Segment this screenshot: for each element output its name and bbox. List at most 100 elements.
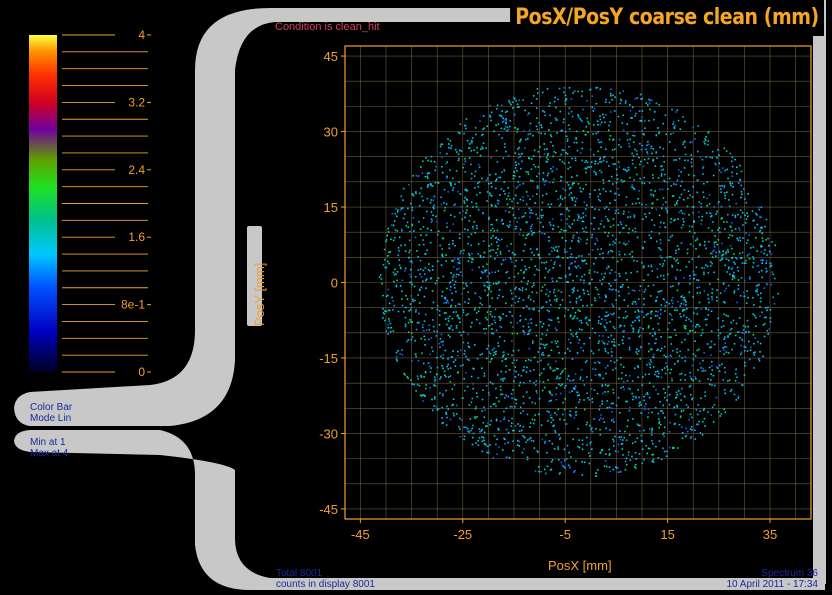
hit-point [510,321,512,324]
hit-point [645,102,647,104]
hit-point [548,310,550,313]
hit-point [736,301,738,304]
hit-point [582,212,585,215]
hit-point [610,348,613,350]
hit-point [617,224,619,226]
hit-point [743,291,745,294]
hit-point [602,342,605,344]
hit-point [598,208,600,211]
date-label: 10 April 2011 - 17:34 [726,579,818,590]
hit-point [617,471,620,473]
hit-point [482,389,484,391]
hit-point [657,247,660,249]
hit-point [527,113,529,116]
hit-point [648,382,651,384]
hit-point [494,321,497,324]
hit-point [499,176,501,179]
hit-point [513,171,515,173]
hit-point [450,325,452,327]
hit-point [643,395,645,398]
hit-point [652,194,655,196]
hit-point [440,376,442,378]
hit-point [615,299,617,301]
grid-lines [345,46,811,519]
hit-point [450,286,452,288]
hit-point [486,425,488,427]
hit-point [650,145,653,148]
hit-point [532,282,535,285]
hit-point [503,128,506,130]
hit-point [597,293,600,296]
hit-point [635,397,637,399]
hit-point [522,99,524,101]
hit-point [633,141,635,143]
hit-point [514,366,517,368]
hit-point [512,440,514,442]
hit-point [448,247,451,250]
hit-point [513,359,515,361]
hit-point [631,250,633,253]
hit-point [600,220,603,222]
hit-point [512,107,514,109]
hit-point [579,187,581,189]
hit-point [608,448,611,451]
hit-point [481,410,483,412]
hit-point [524,212,527,214]
hit-point [702,191,705,193]
hit-point [576,219,579,221]
hit-point [496,229,499,232]
hit-point [545,156,548,159]
hit-point [587,121,589,123]
hit-point [620,258,623,261]
hit-point [604,460,607,462]
hit-point [713,243,716,246]
hit-point [619,430,621,432]
hit-point [693,174,696,177]
hit-point [487,344,490,347]
color-bar-range-panel[interactable]: Min at 1 Max at 4 [30,437,68,459]
hit-point [658,132,660,135]
hit-point [428,365,431,368]
hit-point [655,310,657,313]
hit-point [463,426,465,429]
hit-point [627,387,630,390]
hit-point [721,258,723,261]
hit-point [650,317,652,320]
hit-point [610,285,612,287]
hit-point [693,220,695,222]
color-bar-mode-panel[interactable]: Color Bar Mode Lin [30,402,72,424]
hit-point [529,370,532,372]
hit-point [737,279,740,281]
hit-point [733,271,735,274]
hit-point [495,187,497,190]
hit-point [660,410,662,412]
hit-point [423,295,426,298]
hit-point [677,218,679,220]
hit-point [560,291,563,293]
hit-point [660,458,663,461]
hit-point [654,190,656,192]
hit-point [702,173,704,175]
hit-point [472,367,474,370]
hit-point [692,296,694,298]
hit-point [629,388,631,390]
hit-point [511,406,513,408]
hit-point [643,429,645,432]
hit-point [725,287,727,290]
hit-point [492,234,494,237]
hit-point [546,174,549,177]
hit-point [547,420,549,422]
hit-point [754,314,756,317]
hit-point [623,436,626,439]
hit-point [707,314,710,316]
hit-point [717,337,720,340]
hit-point [445,301,447,304]
hit-point [652,160,654,162]
hit-point [455,170,458,172]
hit-point [471,141,473,144]
hit-point [712,250,714,253]
hit-point [486,125,489,128]
hit-point [466,285,468,287]
hit-point [462,166,464,169]
hit-point [697,423,699,426]
